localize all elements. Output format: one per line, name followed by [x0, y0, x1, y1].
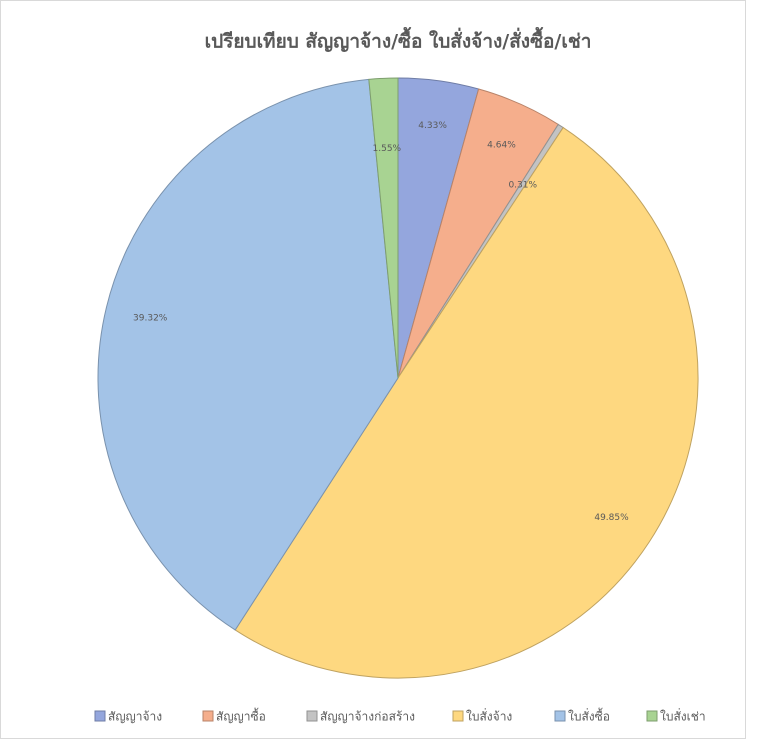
legend-label: ใบสั่งซื้อ [568, 708, 610, 724]
legend-label: สัญญาจ้างก่อสร้าง [320, 710, 415, 724]
legend-label: ใบสั่งจ้าง [466, 708, 512, 724]
data-label: 0.31% [508, 180, 537, 190]
data-label: 4.64% [487, 140, 516, 150]
legend-swatch [306, 710, 318, 722]
legend-swatch [94, 710, 106, 722]
legend-swatch [202, 710, 214, 722]
pie-slice [368, 77, 399, 379]
legend-swatch [646, 710, 658, 722]
pie-slice [97, 78, 399, 631]
legend-swatch [554, 710, 566, 722]
legend-swatch [452, 710, 464, 722]
legend-label: สัญญาซื้อ [216, 708, 266, 724]
legend-label: ใบสั่งเช่า [660, 708, 706, 724]
data-label: 49.85% [594, 513, 629, 523]
legend-label: สัญญาจ้าง [108, 710, 162, 724]
data-label: 1.55% [373, 144, 402, 154]
pie-slice [234, 126, 699, 679]
data-label: 39.32% [133, 313, 168, 323]
data-label: 4.33% [418, 121, 447, 131]
chart-title: เปรียบเทียบ สัญญาจ้าง/ซื้อ ใบสั่งจ้าง/สั… [205, 27, 592, 53]
